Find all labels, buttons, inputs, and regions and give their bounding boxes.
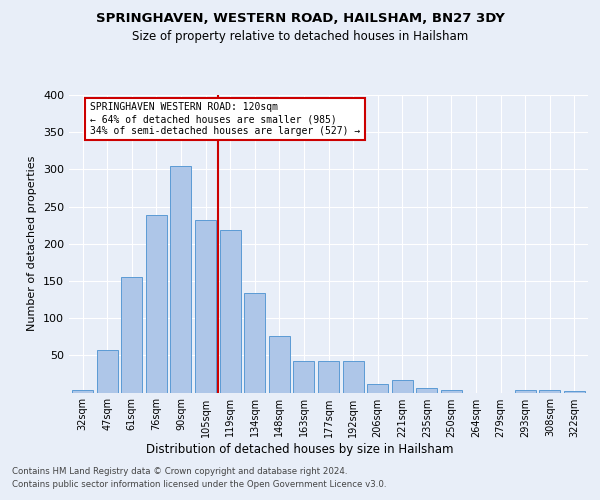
- Bar: [121, 277, 142, 392]
- Bar: [244, 293, 265, 392]
- Bar: [416, 388, 437, 392]
- Y-axis label: Number of detached properties: Number of detached properties: [28, 156, 37, 332]
- Text: Contains HM Land Registry data © Crown copyright and database right 2024.: Contains HM Land Registry data © Crown c…: [12, 468, 347, 476]
- Text: Size of property relative to detached houses in Hailsham: Size of property relative to detached ho…: [132, 30, 468, 43]
- Bar: [269, 336, 290, 392]
- Text: Distribution of detached houses by size in Hailsham: Distribution of detached houses by size …: [146, 442, 454, 456]
- Text: SPRINGHAVEN, WESTERN ROAD, HAILSHAM, BN27 3DY: SPRINGHAVEN, WESTERN ROAD, HAILSHAM, BN2…: [95, 12, 505, 26]
- Bar: [392, 380, 413, 392]
- Bar: [515, 390, 536, 392]
- Bar: [539, 390, 560, 392]
- Bar: [170, 166, 191, 392]
- Bar: [146, 216, 167, 392]
- Bar: [564, 391, 585, 392]
- Bar: [441, 390, 462, 392]
- Bar: [367, 384, 388, 392]
- Bar: [318, 360, 339, 392]
- Bar: [72, 390, 93, 392]
- Bar: [343, 360, 364, 392]
- Text: Contains public sector information licensed under the Open Government Licence v3: Contains public sector information licen…: [12, 480, 386, 489]
- Bar: [97, 350, 118, 393]
- Bar: [293, 362, 314, 392]
- Bar: [195, 220, 216, 392]
- Text: SPRINGHAVEN WESTERN ROAD: 120sqm
← 64% of detached houses are smaller (985)
34% : SPRINGHAVEN WESTERN ROAD: 120sqm ← 64% o…: [90, 102, 360, 136]
- Bar: [220, 230, 241, 392]
